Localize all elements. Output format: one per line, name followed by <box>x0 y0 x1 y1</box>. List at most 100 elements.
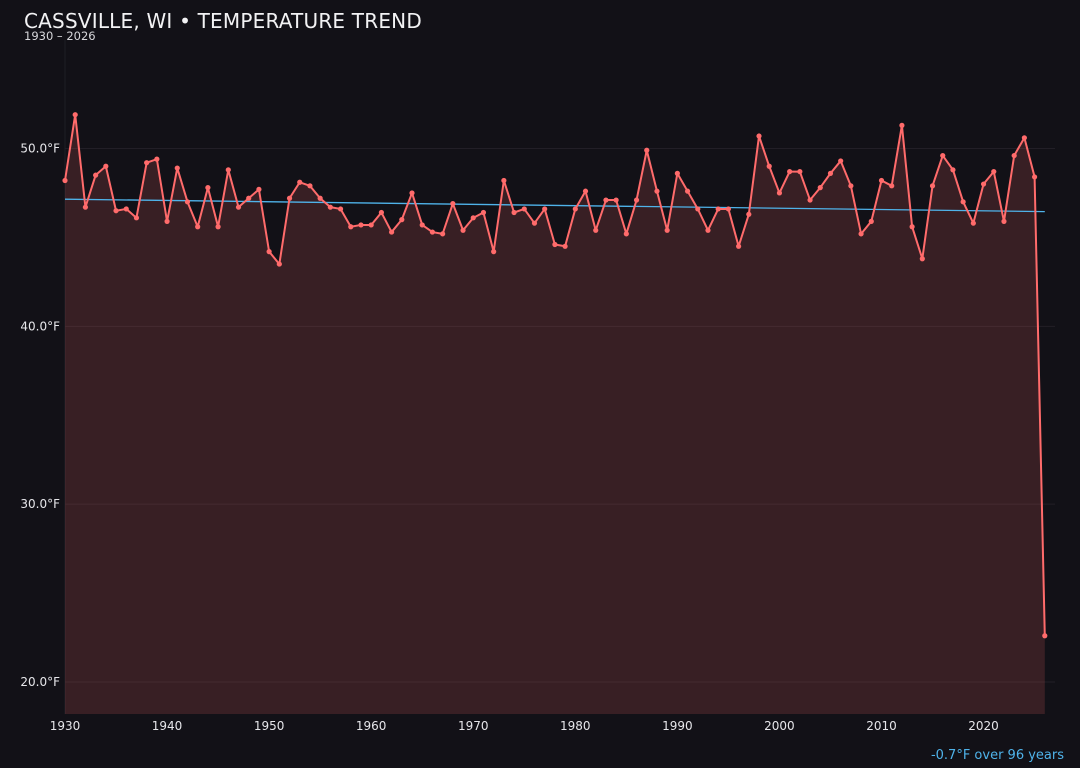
data-point <box>940 152 946 159</box>
data-point <box>807 197 813 203</box>
data-point <box>256 186 262 192</box>
data-point <box>633 197 640 203</box>
trend-annotation: -0.7°F over 96 years <box>930 748 1064 763</box>
data-point <box>899 122 905 128</box>
data-point <box>266 249 272 255</box>
x-tick-label: 2010 <box>866 719 897 733</box>
data-point <box>123 206 129 212</box>
data-point <box>531 220 538 226</box>
data-point <box>787 168 793 175</box>
x-tick-label: 2020 <box>968 719 999 733</box>
data-point <box>838 158 844 164</box>
y-tick-label: 50.0°F <box>20 141 60 155</box>
data-point <box>164 218 170 224</box>
data-point <box>184 199 191 205</box>
data-point <box>337 206 344 212</box>
y-tick-label: 30.0°F <box>20 497 60 511</box>
data-point <box>501 177 507 184</box>
data-point <box>286 195 293 201</box>
data-point <box>103 163 109 169</box>
data-point <box>827 170 834 176</box>
x-tick-label: 1950 <box>254 719 285 733</box>
data-point <box>848 183 854 189</box>
data-point <box>307 183 313 189</box>
data-point <box>276 261 282 267</box>
data-point <box>215 224 221 230</box>
data-point <box>225 167 231 173</box>
data-point <box>950 167 956 173</box>
data-point <box>297 179 303 185</box>
data-point <box>521 206 527 212</box>
data-point <box>460 227 466 233</box>
data-point <box>429 229 436 235</box>
data-point <box>82 204 89 210</box>
x-tick-label: 1930 <box>50 719 81 733</box>
data-point <box>368 222 374 228</box>
data-point <box>378 209 384 216</box>
data-point <box>450 201 456 207</box>
data-point <box>133 215 140 221</box>
data-point <box>705 227 711 233</box>
data-point <box>929 183 936 189</box>
data-point <box>746 211 752 217</box>
data-point <box>776 190 783 196</box>
data-point <box>797 168 803 175</box>
data-point <box>1021 135 1027 141</box>
data-point <box>113 208 119 214</box>
data-point <box>62 177 68 184</box>
x-tick-label: 1960 <box>356 719 387 733</box>
x-tick-label: 1980 <box>560 719 591 733</box>
data-point <box>317 195 323 201</box>
trend-line <box>64 198 1045 213</box>
x-tick-label: 2000 <box>764 719 795 733</box>
data-point <box>909 224 915 230</box>
data-point <box>674 170 680 176</box>
chart-subtitle: 1930 – 2026 <box>24 29 96 43</box>
data-point <box>480 209 487 216</box>
data-point <box>358 222 364 228</box>
data-point <box>695 206 701 212</box>
x-tick-label: 1990 <box>662 719 693 733</box>
data-point <box>593 227 599 233</box>
data-point <box>919 256 925 262</box>
data-point <box>399 217 405 223</box>
x-tick-label: 1940 <box>152 719 183 733</box>
data-point <box>440 231 446 237</box>
data-point <box>174 165 180 171</box>
data-point <box>144 160 150 166</box>
data-point <box>684 188 691 194</box>
data-point <box>756 133 762 139</box>
data-point <box>878 177 885 184</box>
data-point <box>582 188 589 194</box>
data-point <box>348 224 354 230</box>
data-point <box>766 163 772 169</box>
data-point <box>991 168 997 175</box>
data-point <box>1001 218 1007 224</box>
data-point <box>603 197 609 203</box>
data-point <box>889 183 895 189</box>
data-point <box>327 204 333 210</box>
data-point <box>715 206 721 212</box>
data-point <box>572 206 578 212</box>
data-point <box>736 243 742 249</box>
data-point <box>93 172 99 178</box>
data-point <box>72 112 78 118</box>
data-point <box>154 156 160 162</box>
x-tick-label: 1970 <box>458 719 489 733</box>
data-point <box>817 185 823 191</box>
data-point <box>1031 174 1038 180</box>
data-point <box>246 195 252 201</box>
data-point <box>409 190 415 196</box>
data-point <box>1011 152 1017 159</box>
y-tick-label: 20.0°F <box>20 675 60 689</box>
data-point <box>552 241 558 248</box>
data-point <box>511 209 517 216</box>
data-point <box>654 188 660 194</box>
data-point <box>388 229 395 235</box>
data-point <box>868 218 874 224</box>
data-point <box>858 231 864 237</box>
data-point <box>419 222 425 228</box>
data-point <box>613 197 619 203</box>
data-point <box>725 206 732 212</box>
